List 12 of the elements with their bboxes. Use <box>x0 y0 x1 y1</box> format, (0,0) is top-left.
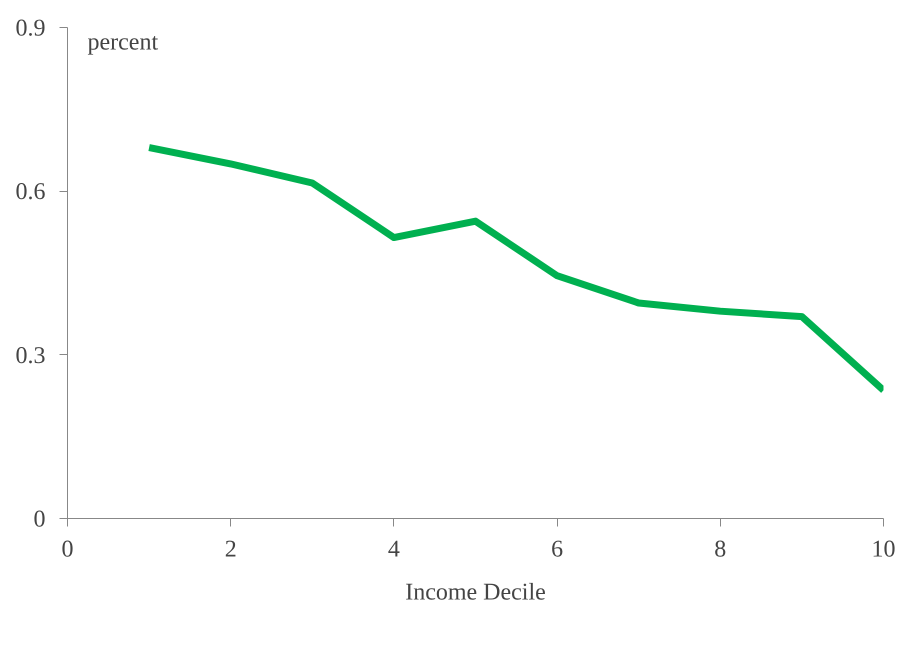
x-tick-label: 2 <box>224 536 237 562</box>
x-tick-label: 0 <box>62 536 74 562</box>
y-tick-label: 0 <box>34 506 46 532</box>
y-axis-title: percent <box>88 30 158 56</box>
y-tick-label: 0.3 <box>16 342 46 369</box>
x-tick-label: 8 <box>714 536 726 562</box>
x-tick-label: 6 <box>551 536 564 562</box>
x-tick-label: 10 <box>872 536 896 562</box>
x-axis-title: Income Decile <box>405 580 546 606</box>
x-tick-label: 4 <box>388 536 400 562</box>
y-tick-label: 0.6 <box>16 179 46 206</box>
y-tick-label: 0.9 <box>16 16 46 42</box>
